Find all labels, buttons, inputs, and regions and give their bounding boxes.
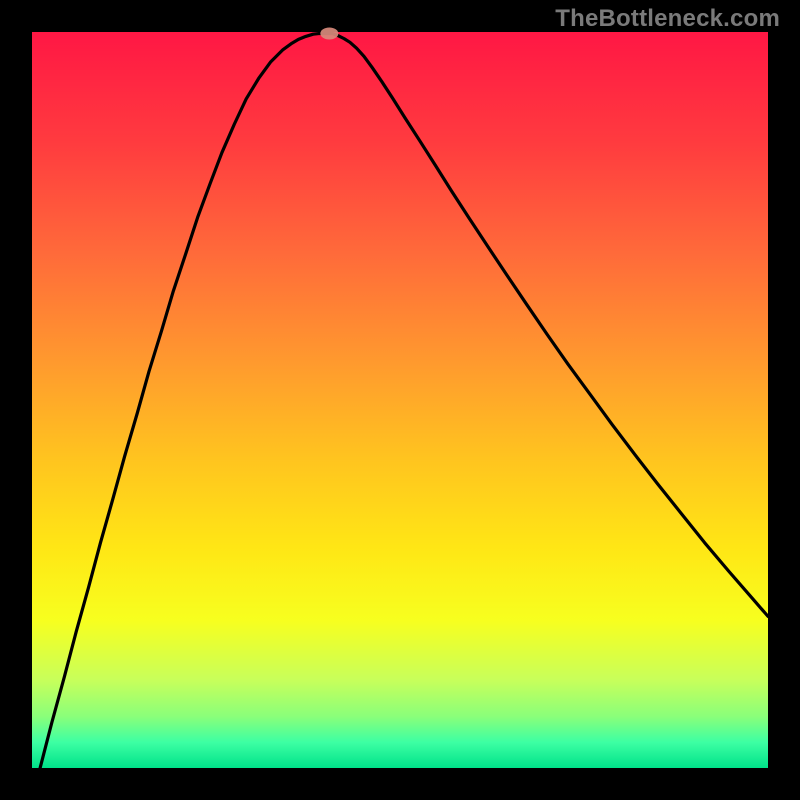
- vertex-marker: [320, 27, 338, 39]
- chart-svg: [0, 0, 800, 800]
- chart-stage: TheBottleneck.com: [0, 0, 800, 800]
- watermark-text: TheBottleneck.com: [555, 5, 780, 33]
